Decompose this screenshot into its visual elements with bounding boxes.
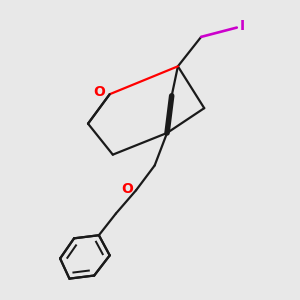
Text: O: O bbox=[93, 85, 105, 99]
Text: I: I bbox=[240, 19, 245, 33]
Text: O: O bbox=[121, 182, 133, 196]
